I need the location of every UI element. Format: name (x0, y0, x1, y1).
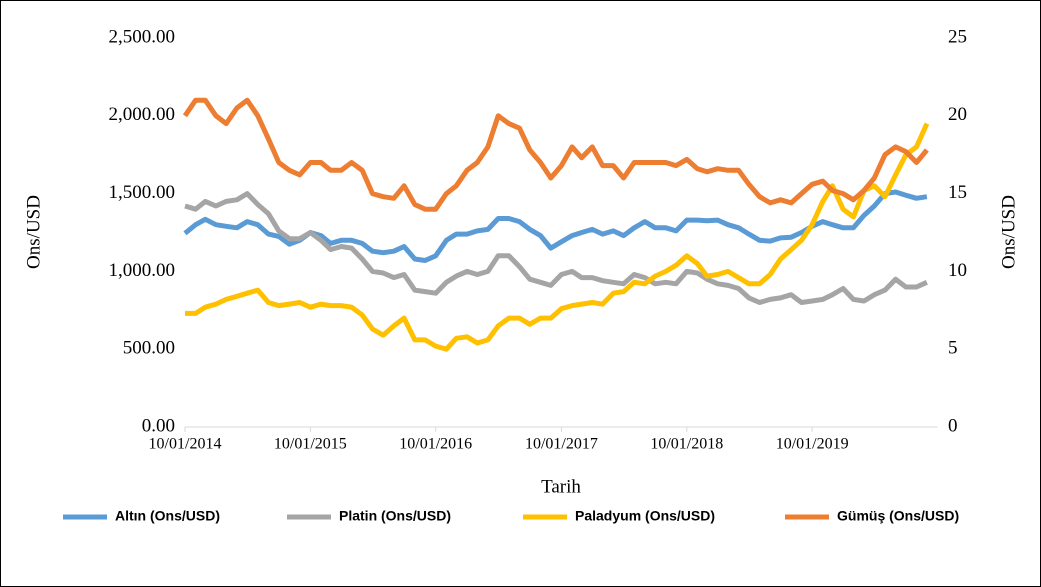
x-tick-label: 10/01/2016 (399, 436, 472, 453)
y2-tick-label: 25 (948, 26, 967, 47)
y-tick-label: 0.00 (142, 415, 175, 436)
y-tick-label: 2,000.00 (109, 104, 176, 125)
series-line (184, 191, 928, 305)
x-tick-label: 10/01/2018 (650, 436, 723, 453)
x-axis-title: Tarih (541, 476, 581, 497)
legend-label: Platin (Ons/USD) (339, 508, 451, 524)
y-tick-label: 1,500.00 (109, 182, 176, 203)
x-tick-label: 10/01/2019 (776, 436, 849, 453)
y2-tick-label: 15 (948, 182, 967, 203)
x-tick-label: 10/01/2017 (525, 436, 598, 453)
y2-tick-label: 0 (948, 415, 958, 436)
series-line (182, 97, 929, 212)
x-tick-label: 10/01/2014 (149, 436, 222, 453)
y-axis-title: Ons/USD (23, 195, 44, 269)
legend-label: Altın (Ons/USD) (115, 508, 220, 524)
y2-tick-label: 5 (948, 338, 958, 359)
y2-axis-title: Ons/USD (998, 195, 1019, 269)
y-tick-label: 500.00 (123, 338, 175, 359)
y2-tick-label: 10 (948, 260, 967, 281)
x-tick-label: 10/01/2015 (274, 436, 347, 453)
legend-label: Paladyum (Ons/USD) (575, 508, 715, 524)
series-line (185, 122, 930, 352)
y-tick-label: 2,500.00 (109, 26, 176, 47)
y2-tick-label: 20 (948, 104, 967, 125)
y-tick-label: 1,000.00 (109, 260, 176, 281)
legend-label: Gümüş (Ons/USD) (837, 508, 959, 524)
